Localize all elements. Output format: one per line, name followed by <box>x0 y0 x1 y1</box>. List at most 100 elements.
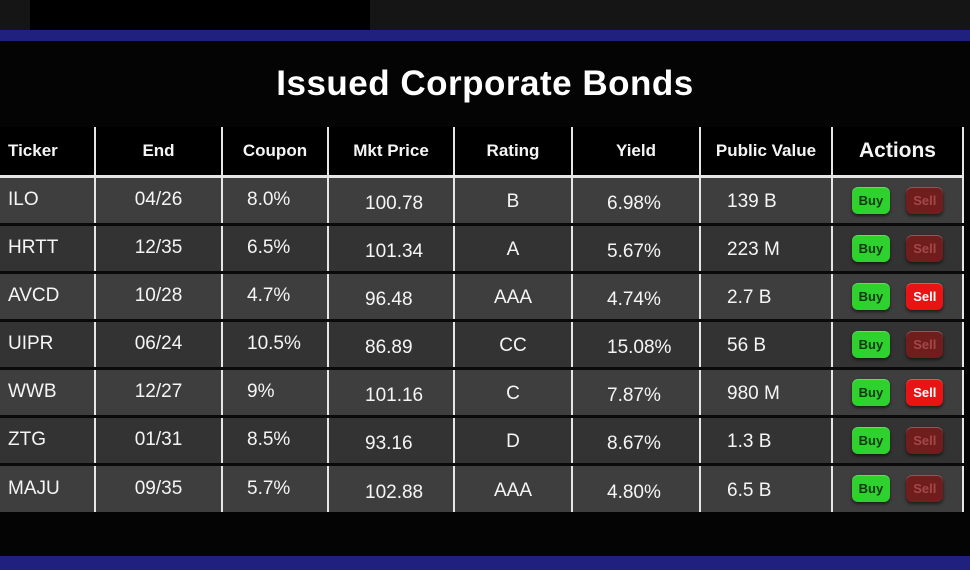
sell-button[interactable]: Sell <box>906 426 944 454</box>
cell-end: 12/35 <box>95 224 223 272</box>
header-public-value: Public Value <box>700 127 833 178</box>
cell-yield-text: 15.08% <box>607 337 672 358</box>
cell-mkt-price-text: 102.88 <box>365 481 424 503</box>
cell-rating: AAA <box>454 272 573 320</box>
top-stripe <box>0 30 970 41</box>
cell-actions: Buy Sell <box>832 176 964 224</box>
cell-mkt-price-text: 101.16 <box>365 385 424 406</box>
buy-button[interactable]: Buy <box>851 330 891 358</box>
cell-rating-text: C <box>506 383 520 404</box>
cell-coupon-text: 9% <box>247 381 275 402</box>
cell-end-text: 01/31 <box>134 429 183 450</box>
cell-coupon-text: 4.7% <box>247 285 291 306</box>
cell-mkt-price: 86.89 <box>328 320 455 368</box>
actions-group: Buy Sell <box>833 378 961 406</box>
cell-yield: 4.80% <box>572 464 701 512</box>
sell-button[interactable]: Sell <box>906 475 944 503</box>
cell-public-value-text: 6.5 B <box>727 479 772 501</box>
cell-ticker: AVCD <box>0 272 96 320</box>
cell-mkt-price: 101.16 <box>328 368 455 416</box>
buy-button[interactable]: Buy <box>851 378 891 406</box>
sell-button[interactable]: Sell <box>906 378 944 406</box>
cell-coupon: 5.7% <box>222 464 329 512</box>
cell-rating: D <box>454 416 573 464</box>
bond-table: Ticker End Coupon Mkt Price Rating Yield… <box>0 127 964 512</box>
buy-button[interactable]: Buy <box>851 475 891 503</box>
cell-mkt-price-text: 101.34 <box>365 241 424 262</box>
cell-rating: CC <box>454 320 573 368</box>
buy-button[interactable]: Buy <box>851 426 891 454</box>
cell-coupon-text: 5.7% <box>247 477 291 499</box>
actions-group: Buy Sell <box>833 282 961 310</box>
cell-actions: Buy Sell <box>832 320 964 368</box>
cell-yield: 15.08% <box>572 320 701 368</box>
cell-public-value: 223 M <box>700 224 833 272</box>
cell-yield: 6.98% <box>572 176 701 224</box>
table-row-wwb: WWB 12/27 9% 101.16 C 7.87% 980 M Buy Sell <box>0 368 964 416</box>
cell-rating-text: A <box>506 239 520 260</box>
cell-ticker: ZTG <box>0 416 96 464</box>
cell-actions: Buy Sell <box>832 464 964 512</box>
table-header-row: Ticker End Coupon Mkt Price Rating Yield… <box>0 127 964 178</box>
sell-button[interactable]: Sell <box>906 186 944 214</box>
cell-end: 10/28 <box>95 272 223 320</box>
cell-ticker-text: ZTG <box>8 429 46 450</box>
table-row-maju: MAJU 09/35 5.7% 102.88 AAA 4.80% 6.5 B Buy Sell <box>0 464 964 512</box>
cell-rating-text: D <box>506 431 520 452</box>
cell-mkt-price: 100.78 <box>328 176 455 224</box>
cell-actions: Buy Sell <box>832 272 964 320</box>
cell-mkt-price-text: 93.16 <box>365 433 413 454</box>
cell-public-value: 980 M <box>700 368 833 416</box>
cell-public-value: 139 B <box>700 176 833 224</box>
cell-end: 04/26 <box>95 176 223 224</box>
cell-yield: 8.67% <box>572 416 701 464</box>
cell-end: 09/35 <box>95 464 223 512</box>
cell-yield: 4.74% <box>572 272 701 320</box>
sell-button[interactable]: Sell <box>906 234 944 262</box>
sell-button[interactable]: Sell <box>906 330 944 358</box>
actions-group: Buy Sell <box>833 234 961 262</box>
cell-mkt-price-text: 86.89 <box>365 337 413 358</box>
cell-yield-text: 7.87% <box>607 385 661 406</box>
cell-coupon-text: 8.5% <box>247 429 291 450</box>
cell-end-text: 04/26 <box>134 189 183 210</box>
table-row-ztg: ZTG 01/31 8.5% 93.16 D 8.67% 1.3 B Buy Sell <box>0 416 964 464</box>
sell-button[interactable]: Sell <box>906 282 944 310</box>
cell-yield-text: 6.98% <box>607 193 661 214</box>
cell-rating: B <box>454 176 573 224</box>
cell-coupon: 9% <box>222 368 329 416</box>
cell-ticker-text: HRTT <box>8 237 59 258</box>
cell-end-text: 09/35 <box>134 477 183 499</box>
cell-mkt-price: 102.88 <box>328 464 455 512</box>
cell-end-text: 06/24 <box>134 333 183 354</box>
buy-button[interactable]: Buy <box>851 282 891 310</box>
bottom-stripe <box>0 556 970 570</box>
cell-yield-text: 5.67% <box>607 241 661 262</box>
cell-rating: AAA <box>454 464 573 512</box>
cell-ticker-text: AVCD <box>8 285 60 306</box>
cell-actions: Buy Sell <box>832 416 964 464</box>
cell-end-text: 10/28 <box>134 285 183 306</box>
cell-coupon: 8.5% <box>222 416 329 464</box>
header-yield: Yield <box>572 127 701 178</box>
cell-public-value-text: 139 B <box>727 191 777 212</box>
cell-yield-text: 4.74% <box>607 289 661 310</box>
cell-coupon: 4.7% <box>222 272 329 320</box>
header-rating: Rating <box>454 127 573 178</box>
actions-group: Buy Sell <box>833 426 961 454</box>
buy-button[interactable]: Buy <box>851 234 891 262</box>
cell-public-value: 1.3 B <box>700 416 833 464</box>
cell-mkt-price: 93.16 <box>328 416 455 464</box>
cell-mkt-price: 101.34 <box>328 224 455 272</box>
cell-public-value-text: 1.3 B <box>727 431 772 452</box>
cell-ticker-text: UIPR <box>8 333 54 354</box>
cell-rating-text: AAA <box>493 287 533 308</box>
cell-public-value: 6.5 B <box>700 464 833 512</box>
cell-public-value-text: 223 M <box>727 239 780 260</box>
bond-table-body: ILO 04/26 8.0% 100.78 B 6.98% 139 B Buy Sell HRTT… <box>0 176 964 512</box>
buy-button[interactable]: Buy <box>851 186 891 214</box>
cell-public-value-text: 2.7 B <box>727 287 772 308</box>
cell-actions: Buy Sell <box>832 368 964 416</box>
cell-mkt-price-text: 100.78 <box>365 193 424 214</box>
